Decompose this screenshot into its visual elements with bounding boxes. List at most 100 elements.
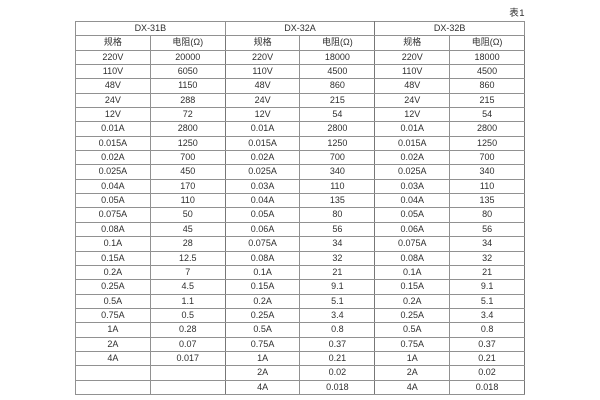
resistance-cell: 110 <box>299 178 376 195</box>
spec-cell: 0.075A <box>374 236 451 252</box>
table-row: 0.75A 0.5 0.25A 3.4 0.25A 3.4 <box>75 307 525 324</box>
resistance-cell: 5.1 <box>299 293 376 309</box>
table-row: 110V 6050 110V 4500 110V 4500 <box>75 64 525 80</box>
resistance-cell: 0.02 <box>449 365 525 381</box>
resistance-cell: 170 <box>149 178 226 195</box>
spec-cell: 4A <box>224 379 301 395</box>
spec-cell: 0.08A <box>374 250 451 266</box>
spec-cell: 48V <box>224 78 301 94</box>
spec-cell <box>75 365 151 381</box>
spec-cell: 2A <box>224 365 301 381</box>
spec-cell: 4A <box>75 350 151 367</box>
resistance-cell: 700 <box>299 150 376 166</box>
resistance-cell: 12.5 <box>149 250 226 266</box>
column-header-row: 规格 电阻(Ω) 规格 电阻(Ω) 规格 电阻(Ω) <box>75 35 525 51</box>
resistance-cell: 7 <box>149 264 226 281</box>
spec-cell: 4A <box>374 379 451 395</box>
spec-cell: 0.08A <box>75 221 151 238</box>
table-row: 0.04A 170 0.03A 110 0.03A 110 <box>75 178 525 195</box>
resistance-cell: 80 <box>299 207 376 223</box>
resistance-cell: 4500 <box>299 64 376 80</box>
resistance-cell: 2800 <box>149 121 226 137</box>
resistance-cell: 340 <box>299 164 376 180</box>
resistance-cell <box>149 365 226 381</box>
spec-cell: 0.05A <box>75 193 151 209</box>
resistance-cell: 0.28 <box>149 322 226 338</box>
table-row: 2A 0.02 2A 0.02 <box>75 365 525 381</box>
spec-cell: 0.5A <box>75 293 151 309</box>
spec-cell: 110V <box>75 64 151 80</box>
spec-cell: 0.1A <box>75 236 151 252</box>
spec-cell: 24V <box>374 92 451 109</box>
group-header-row: DX-31B DX-32A DX-32B <box>75 20 525 37</box>
table-row: 0.025A 450 0.025A 340 0.025A 340 <box>75 164 525 180</box>
resistance-cell: 1250 <box>149 135 226 152</box>
spec-cell: 0.03A <box>374 178 451 195</box>
spec-cell: 24V <box>224 92 301 109</box>
resistance-cell: 50 <box>149 207 226 223</box>
resistance-cell: 0.018 <box>449 379 525 395</box>
spec-cell: 12V <box>374 107 451 123</box>
resistance-cell: 4.5 <box>149 279 226 295</box>
resistance-cell: 28 <box>149 236 226 252</box>
spec-cell: 0.015A <box>224 135 301 152</box>
resistance-cell: 54 <box>299 107 376 123</box>
spec-cell: 0.2A <box>224 293 301 309</box>
spec-cell: 0.06A <box>374 221 451 238</box>
resistance-cell: 5.1 <box>449 293 525 309</box>
spec-cell: 0.25A <box>224 307 301 324</box>
spec-cell: 0.03A <box>224 178 301 195</box>
spec-cell: 110V <box>224 64 301 80</box>
spec-cell: 0.025A <box>374 164 451 180</box>
spec-cell: 1A <box>224 350 301 367</box>
resistance-cell: 3.4 <box>299 307 376 324</box>
spec-cell: 220V <box>224 49 301 66</box>
resistance-cell: 450 <box>149 164 226 180</box>
resistance-cell: 0.37 <box>449 336 525 352</box>
table-row: 0.01A 2800 0.01A 2800 0.01A 2800 <box>75 121 525 137</box>
resistance-cell: 56 <box>299 221 376 238</box>
spec-cell: 0.075A <box>75 207 151 223</box>
resistance-cell: 110 <box>449 178 525 195</box>
resistance-cell: 0.5 <box>149 307 226 324</box>
spec-cell: 0.025A <box>224 164 301 180</box>
resistance-cell: 0.018 <box>299 379 376 395</box>
spec-cell: 0.02A <box>75 150 151 166</box>
spec-cell: 48V <box>75 78 151 94</box>
resistance-cell: 860 <box>299 78 376 94</box>
resistance-cell: 18000 <box>449 49 525 66</box>
resistance-cell: 34 <box>449 236 525 252</box>
resistance-cell: 34 <box>299 236 376 252</box>
spec-cell: 220V <box>374 49 451 66</box>
resistance-cell: 135 <box>449 193 525 209</box>
spec-cell: 0.15A <box>75 250 151 266</box>
resistance-cell: 32 <box>449 250 525 266</box>
resistance-cell: 0.02 <box>299 365 376 381</box>
spec-cell: 0.2A <box>75 264 151 281</box>
resistance-cell: 0.21 <box>449 350 525 367</box>
resistance-cell: 0.8 <box>299 322 376 338</box>
spec-cell: 0.04A <box>374 193 451 209</box>
resistance-cell: 80 <box>449 207 525 223</box>
resistance-cell: 9.1 <box>449 279 525 295</box>
resistance-cell: 0.07 <box>149 336 226 352</box>
group-header-dx32b: DX-32B <box>374 20 525 37</box>
resistance-cell: 2800 <box>449 121 525 137</box>
resistance-cell: 700 <box>149 150 226 166</box>
resistance-cell: 4500 <box>449 64 525 80</box>
table-row: 0.25A 4.5 0.15A 9.1 0.15A 9.1 <box>75 279 525 295</box>
spec-cell: 110V <box>374 64 451 80</box>
col-header-spec: 规格 <box>75 35 151 51</box>
resistance-cell: 860 <box>449 78 525 94</box>
table-row: 1A 0.28 0.5A 0.8 0.5A 0.8 <box>75 322 525 338</box>
spec-cell: 24V <box>75 92 151 109</box>
table-row: 4A 0.017 1A 0.21 1A 0.21 <box>75 350 525 367</box>
table-header: DX-31B DX-32A DX-32B 规格 电阻(Ω) 规格 电阻(Ω) 规… <box>75 20 525 51</box>
spec-cell: 12V <box>224 107 301 123</box>
resistance-cell: 72 <box>149 107 226 123</box>
spec-cell: 0.02A <box>374 150 451 166</box>
resistance-cell: 21 <box>299 264 376 281</box>
group-header-dx31b: DX-31B <box>75 20 226 37</box>
spec-cell: 0.5A <box>374 322 451 338</box>
